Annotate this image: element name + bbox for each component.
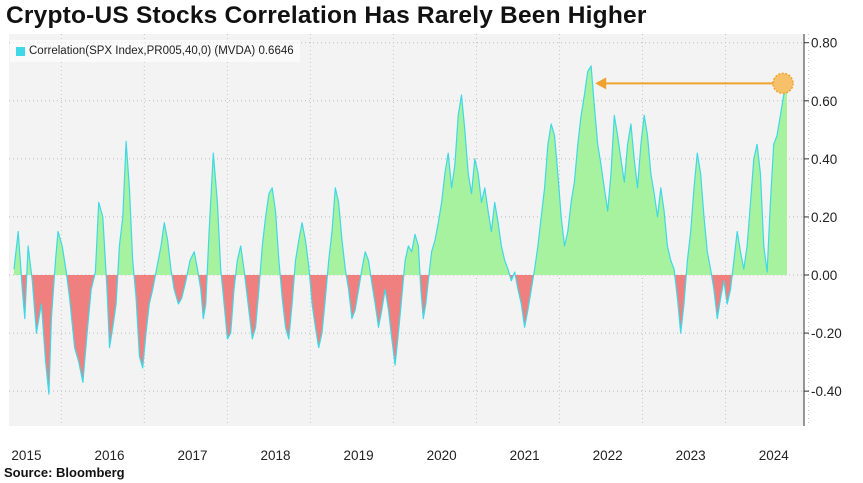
- y-tick-label: 0.20: [811, 210, 837, 225]
- y-tick-label: 0.60: [811, 94, 837, 109]
- negative-area: [221, 275, 236, 339]
- y-tick-label: 0.00: [811, 268, 837, 283]
- positive-area: [294, 222, 310, 275]
- x-tick-label: 2017: [177, 448, 207, 463]
- x-tick-label: 2020: [427, 448, 457, 463]
- positive-area: [533, 65, 675, 276]
- annotation-arrowhead: [595, 77, 607, 90]
- negative-area: [346, 275, 361, 319]
- negative-area: [370, 275, 404, 365]
- x-tick-label: 2024: [759, 448, 790, 463]
- positive-area: [686, 153, 712, 275]
- negative-area: [420, 275, 429, 319]
- x-tick-label: 2015: [11, 448, 41, 463]
- positive-area: [429, 95, 510, 275]
- negative-area: [309, 275, 328, 348]
- y-tick-label: -0.40: [811, 384, 842, 399]
- positive-area: [235, 246, 245, 275]
- x-tick-label: 2018: [261, 448, 291, 463]
- positive-area: [117, 141, 134, 275]
- source-note: Source: Bloomberg: [4, 465, 125, 480]
- negative-area: [674, 275, 687, 334]
- negative-area: [171, 275, 188, 304]
- negative-area: [244, 275, 260, 339]
- current-value-marker: [772, 72, 794, 95]
- negative-area: [711, 275, 733, 319]
- x-tick-label: 2022: [593, 448, 623, 463]
- positive-area: [155, 222, 172, 275]
- y-tick-label: -0.20: [811, 326, 842, 341]
- negative-area: [66, 275, 95, 383]
- negative-area: [21, 275, 27, 319]
- positive-area: [14, 231, 22, 275]
- positive-area: [403, 234, 420, 275]
- negative-area: [280, 275, 295, 339]
- x-tick-label: 2016: [94, 448, 124, 463]
- x-tick-label: 2021: [510, 448, 540, 463]
- y-tick-label: 0.40: [811, 152, 837, 167]
- positive-area: [327, 187, 347, 275]
- legend-label: Correlation(SPX Index,PR005,40,0) (MVDA)…: [29, 45, 294, 57]
- x-tick-label: 2023: [676, 448, 706, 463]
- positive-area: [360, 251, 371, 275]
- legend: Correlation(SPX Index,PR005,40,0) (MVDA)…: [10, 40, 300, 62]
- series-line: [13, 65, 788, 395]
- positive-area: [732, 83, 787, 276]
- positive-area: [94, 202, 107, 275]
- chart-title: Crypto-US Stocks Correlation Has Rarely …: [6, 2, 647, 29]
- positive-area: [187, 251, 199, 275]
- y-tick-label: 0.80: [811, 36, 837, 51]
- legend-swatch: [16, 46, 25, 56]
- x-tick-label: 2019: [344, 448, 374, 463]
- negative-area: [31, 275, 55, 395]
- positive-area: [207, 153, 222, 275]
- negative-area: [515, 275, 534, 328]
